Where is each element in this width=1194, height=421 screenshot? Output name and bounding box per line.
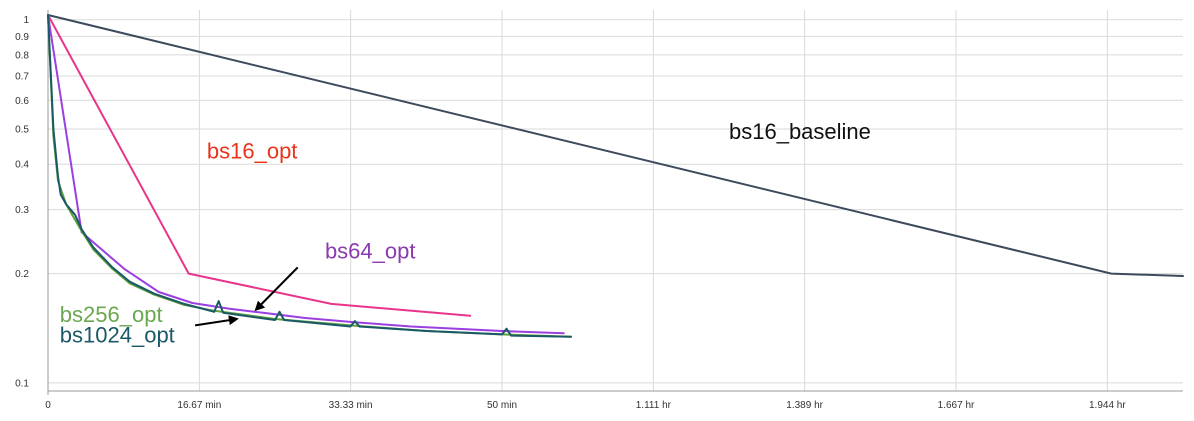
- series-label-bs256-opt: bs256_opt: [60, 302, 163, 327]
- x-tick-label: 16.67 min: [177, 400, 221, 411]
- x-tick-label: 1.389 hr: [786, 400, 823, 411]
- y-tick-label: 0.6: [15, 96, 29, 107]
- x-tick-label: 33.33 min: [329, 400, 373, 411]
- x-tick-label: 1.111 hr: [636, 400, 672, 411]
- x-tick-label: 1.944 hr: [1089, 400, 1126, 411]
- series-label-bs16-opt: bs16_opt: [207, 138, 298, 163]
- series-line-bs64-opt: [47, 14, 565, 335]
- series-label-bs1024-opt: bs1024_opt: [60, 323, 175, 348]
- series-line-bs256-opt: [47, 14, 572, 338]
- label-layer: bs16_baseline bs16_opt bs64_opt bs256_optbs…: [60, 119, 871, 348]
- series-line-bs16-baseline: [47, 14, 1184, 277]
- series-line-bs1024-opt: [47, 14, 572, 338]
- y-tick-label: 0.5: [15, 125, 29, 136]
- y-tick-label: 0.8: [15, 50, 29, 61]
- y-tick-label: 0.9: [15, 32, 29, 43]
- x-tick-label: 50 min: [487, 400, 517, 411]
- y-tick-label: 0.2: [15, 269, 29, 280]
- series-label-bs64-opt: bs64_opt: [325, 239, 416, 264]
- x-tick-label: 1.667 hr: [938, 400, 975, 411]
- grid-layer: [48, 10, 1183, 391]
- series-line-bs16-opt: [47, 14, 472, 317]
- annotation-arrow: [194, 315, 239, 327]
- annotation-arrow: [254, 266, 299, 312]
- series-layer: [47, 14, 1184, 338]
- y-tick-label: 0.7: [15, 71, 29, 82]
- axis-layer: 1 0.9 0.8 0.7 0.6 0.5 0.4 0.3 0.2 0.1 0 16.67 min 33…: [15, 10, 1183, 411]
- series-label-bs16-baseline: bs16_baseline: [729, 119, 871, 144]
- y-tick-label: 1: [23, 15, 29, 26]
- y-tick-label: 0.3: [15, 205, 29, 216]
- y-tick-label: 0.1: [15, 378, 29, 389]
- y-tick-label: 0.4: [15, 160, 29, 171]
- x-tick-label: 0: [45, 400, 51, 411]
